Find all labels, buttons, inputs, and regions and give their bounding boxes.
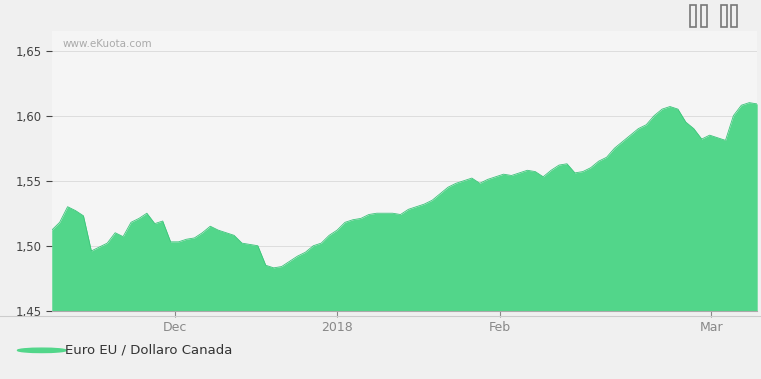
Circle shape — [18, 348, 66, 352]
Text: www.eKuota.com: www.eKuota.com — [62, 39, 152, 50]
Text: Euro EU / Dollaro Canada: Euro EU / Dollaro Canada — [65, 344, 232, 357]
